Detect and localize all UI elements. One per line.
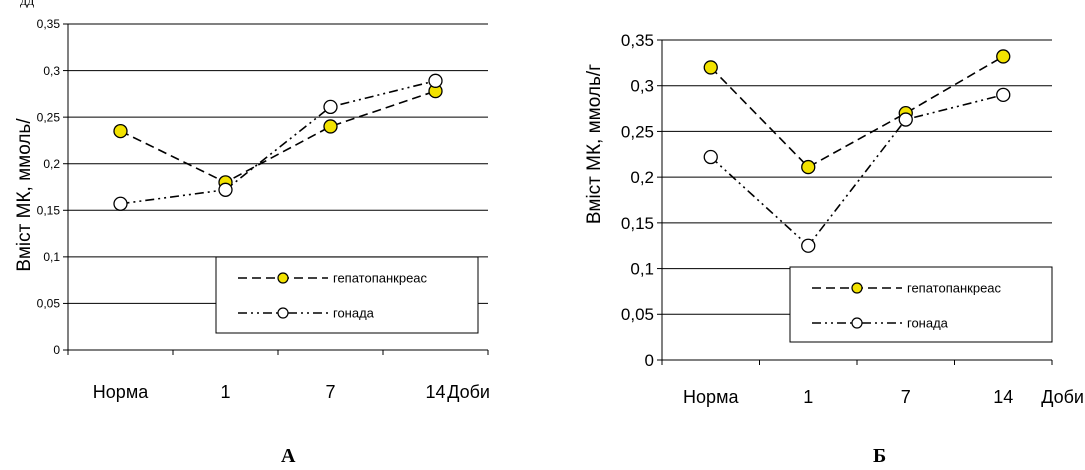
- data-point-гонада: [703, 149, 718, 165]
- y-tick-label: 0,2: [630, 168, 654, 187]
- data-point-гонада: [428, 73, 443, 88]
- x-tick-label: Норма: [683, 387, 739, 407]
- y-tick-label: 0: [645, 351, 654, 370]
- x-axis-label: Доби: [447, 382, 490, 402]
- x-tick-label: 14: [425, 382, 445, 402]
- legend: гепатопанкреас гонада: [215, 256, 479, 334]
- x-tick-label: 7: [901, 387, 911, 407]
- data-point-гепатопанкреас: [801, 159, 816, 175]
- data-point-гепатопанкреас: [703, 60, 718, 75]
- data-point-гепатопанкреас: [323, 119, 338, 134]
- y-tick-label: 0,25: [37, 110, 61, 124]
- series-line-гонада: [120, 80, 436, 205]
- panel-caption-a: А: [281, 445, 296, 467]
- x-tick-label: Норма: [93, 382, 149, 402]
- legend: гепатопанкреас гонада: [789, 266, 1053, 343]
- y-tick-label: 0,1: [630, 260, 654, 279]
- y-tick-label: 0,05: [621, 305, 654, 324]
- data-point-гонада: [323, 99, 338, 115]
- legend-box: [789, 266, 1053, 343]
- y-tick-label: 0,1: [43, 250, 60, 264]
- y-tick-label: 0,15: [37, 203, 61, 217]
- y-tick-label: 0,15: [621, 214, 654, 233]
- x-tick-label: 1: [220, 382, 230, 402]
- legend-swatch-marker: [277, 307, 289, 319]
- legend-label: гепатопанкреас: [333, 271, 428, 286]
- series-line-гепатопанкреас: [710, 55, 1004, 169]
- legend-swatch-marker: [851, 317, 863, 329]
- x-tick-label: 1: [803, 387, 813, 407]
- data-point-гонада: [996, 87, 1011, 103]
- y-tick-label: 0,2: [43, 157, 60, 171]
- x-tick-label: 14: [993, 387, 1013, 407]
- data-point-гонада: [898, 112, 913, 127]
- data-point-гепатопанкреас: [996, 49, 1011, 64]
- x-axis-label: Доби: [1041, 387, 1084, 407]
- y-tick-label: 0,35: [37, 17, 61, 31]
- x-tick-label: 7: [325, 382, 335, 402]
- legend-swatch-marker: [851, 282, 863, 294]
- cropped-text-fragment: дд: [20, 0, 35, 9]
- y-tick-label: 0: [53, 343, 60, 357]
- data-point-гонада: [801, 238, 816, 253]
- chart-panel-b: 0 0,05 0,1 0,15 0,2 0,25 0,3 0,35 Норма 1 7 14 Доби В…: [584, 31, 1084, 407]
- data-point-гонада: [113, 196, 128, 211]
- legend-box: [215, 256, 479, 334]
- data-point-гепатопанкреас: [113, 123, 128, 139]
- y-tick-label: 0,25: [621, 122, 654, 141]
- data-point-гонада: [218, 182, 233, 197]
- panel-caption-b: Б: [873, 445, 887, 467]
- y-axis-label: Вміст МК, ммоль/г: [584, 64, 605, 224]
- legend-label: гепатопанкреас: [907, 281, 1002, 296]
- y-axis-label: Вміст МК, ммоль/: [14, 118, 35, 272]
- legend-label: гонада: [333, 306, 375, 321]
- y-tick-label: 0,3: [43, 64, 60, 78]
- legend-label: гонада: [907, 316, 949, 331]
- y-tick-label: 0,35: [621, 31, 654, 50]
- legend-swatch-marker: [277, 272, 289, 284]
- y-tick-label: 0,3: [630, 77, 654, 96]
- y-tick-label: 0,05: [37, 297, 61, 311]
- chart-panel-a: 0 0,05 0,1 0,15 0,2 0,25 0,3 0,35 Норма 1 7 14 Доби В…: [14, 17, 490, 402]
- series-line-гепатопанкреас: [120, 90, 436, 184]
